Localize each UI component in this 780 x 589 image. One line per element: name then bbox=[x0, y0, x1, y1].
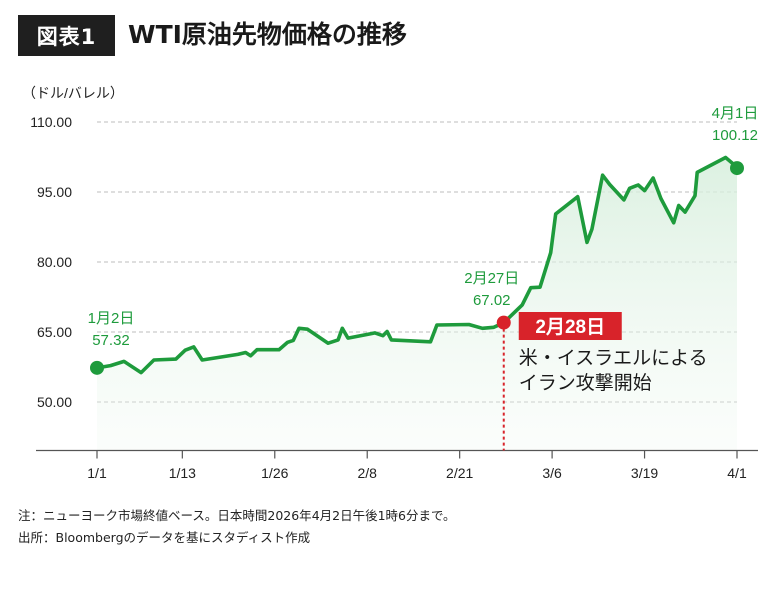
footnote: 注：ニューヨーク市場終値ベース。日本時間2026年4月2日午後1時6分まで。 bbox=[18, 508, 456, 523]
series-area-fill bbox=[97, 157, 737, 451]
event-caption-line1: 米・イスラエルによる bbox=[519, 347, 708, 369]
wti-price-line bbox=[95, 155, 739, 375]
chart-title: WTI原油先物価格の推移 bbox=[128, 20, 407, 49]
x-tick-label: 2/8 bbox=[357, 465, 377, 481]
y-tick-label: 80.00 bbox=[37, 254, 72, 270]
x-tick-label: 1/26 bbox=[261, 465, 288, 481]
y-tick-label: 110.00 bbox=[30, 114, 72, 130]
annotation-value: 67.02 bbox=[473, 292, 511, 309]
x-tick-label: 2/21 bbox=[446, 465, 473, 481]
x-tick-label: 3/19 bbox=[631, 465, 658, 481]
annotation-date: 4月1日 bbox=[712, 105, 759, 122]
annotation-date: 2月27日 bbox=[464, 270, 519, 287]
y-tick-label: 65.00 bbox=[37, 324, 72, 340]
endpoint-dot bbox=[730, 161, 744, 176]
endpoint-dot bbox=[90, 360, 104, 375]
figure-badge: 図表1 bbox=[18, 15, 115, 56]
x-tick-label: 1/13 bbox=[169, 465, 196, 481]
source-note: 出所：Bloombergのデータを基にスタディスト作成 bbox=[18, 530, 311, 545]
event-badge-label: 2月28日 bbox=[535, 317, 605, 338]
x-tick-label: 4/1 bbox=[727, 465, 747, 481]
event-badge bbox=[518, 312, 622, 340]
x-tick-label: 3/6 bbox=[542, 465, 562, 481]
y-tick-label: 95.00 bbox=[37, 184, 72, 200]
annotation-date: 1月2日 bbox=[88, 310, 135, 327]
x-tick-label: 1/1 bbox=[87, 465, 107, 481]
y-unit-label: （ドル/バレル） bbox=[22, 85, 124, 101]
annotation-value: 100.12 bbox=[712, 127, 758, 144]
y-tick-label: 50.00 bbox=[37, 394, 72, 410]
event-caption-line2: イラン攻撃開始 bbox=[519, 372, 652, 394]
annotation-value: 57.32 bbox=[92, 332, 130, 349]
event-point bbox=[496, 315, 511, 330]
